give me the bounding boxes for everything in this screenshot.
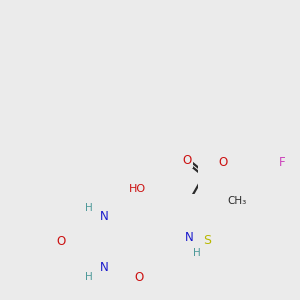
Text: HO: HO (129, 184, 146, 194)
Text: H: H (193, 248, 201, 259)
Text: N: N (100, 261, 108, 274)
Text: S: S (203, 234, 211, 247)
Text: O: O (134, 271, 144, 284)
Text: F: F (279, 156, 286, 169)
Text: H: H (85, 272, 93, 282)
Text: N: N (185, 232, 194, 244)
Text: N: N (100, 210, 108, 223)
Text: O: O (219, 156, 228, 169)
Text: CH₃: CH₃ (227, 196, 247, 206)
Text: O: O (182, 154, 191, 167)
Text: H: H (85, 203, 93, 213)
Text: O: O (57, 235, 66, 248)
